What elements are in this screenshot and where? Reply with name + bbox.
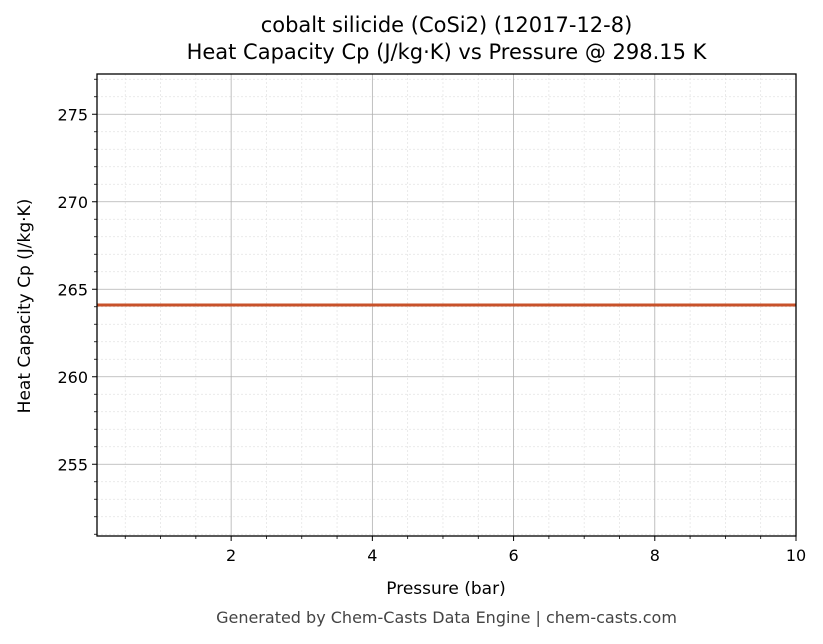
- x-tick-label: 8: [650, 546, 660, 565]
- y-tick-label: 265: [57, 280, 88, 299]
- major-grid: [97, 74, 797, 536]
- y-tick-label: 260: [57, 368, 88, 387]
- x-tick-label: 2: [226, 546, 236, 565]
- ticks-layer: 2 4 6 8 10 255 260 265 270 275: [57, 78, 806, 565]
- chart-subtitle: Heat Capacity Cp (J/kg·K) vs Pressure @ …: [186, 40, 707, 64]
- minor-grid: [97, 74, 796, 536]
- footer-credit: Generated by Chem-Casts Data Engine | ch…: [216, 608, 677, 627]
- chart-title: cobalt silicide (CoSi2) (12017-12-8): [260, 13, 633, 37]
- plot-frame: [96, 73, 797, 537]
- x-tick-label: 4: [367, 546, 377, 565]
- y-tick-label: 275: [57, 105, 88, 124]
- x-axis-label: Pressure (bar): [386, 579, 505, 599]
- x-tick-label: 10: [786, 546, 806, 565]
- y-tick-label: 270: [57, 193, 88, 212]
- y-tick-label: 255: [57, 455, 88, 474]
- y-axis-label: Heat Capacity Cp (J/kg·K): [15, 199, 35, 414]
- x-tick-label: 6: [508, 546, 518, 565]
